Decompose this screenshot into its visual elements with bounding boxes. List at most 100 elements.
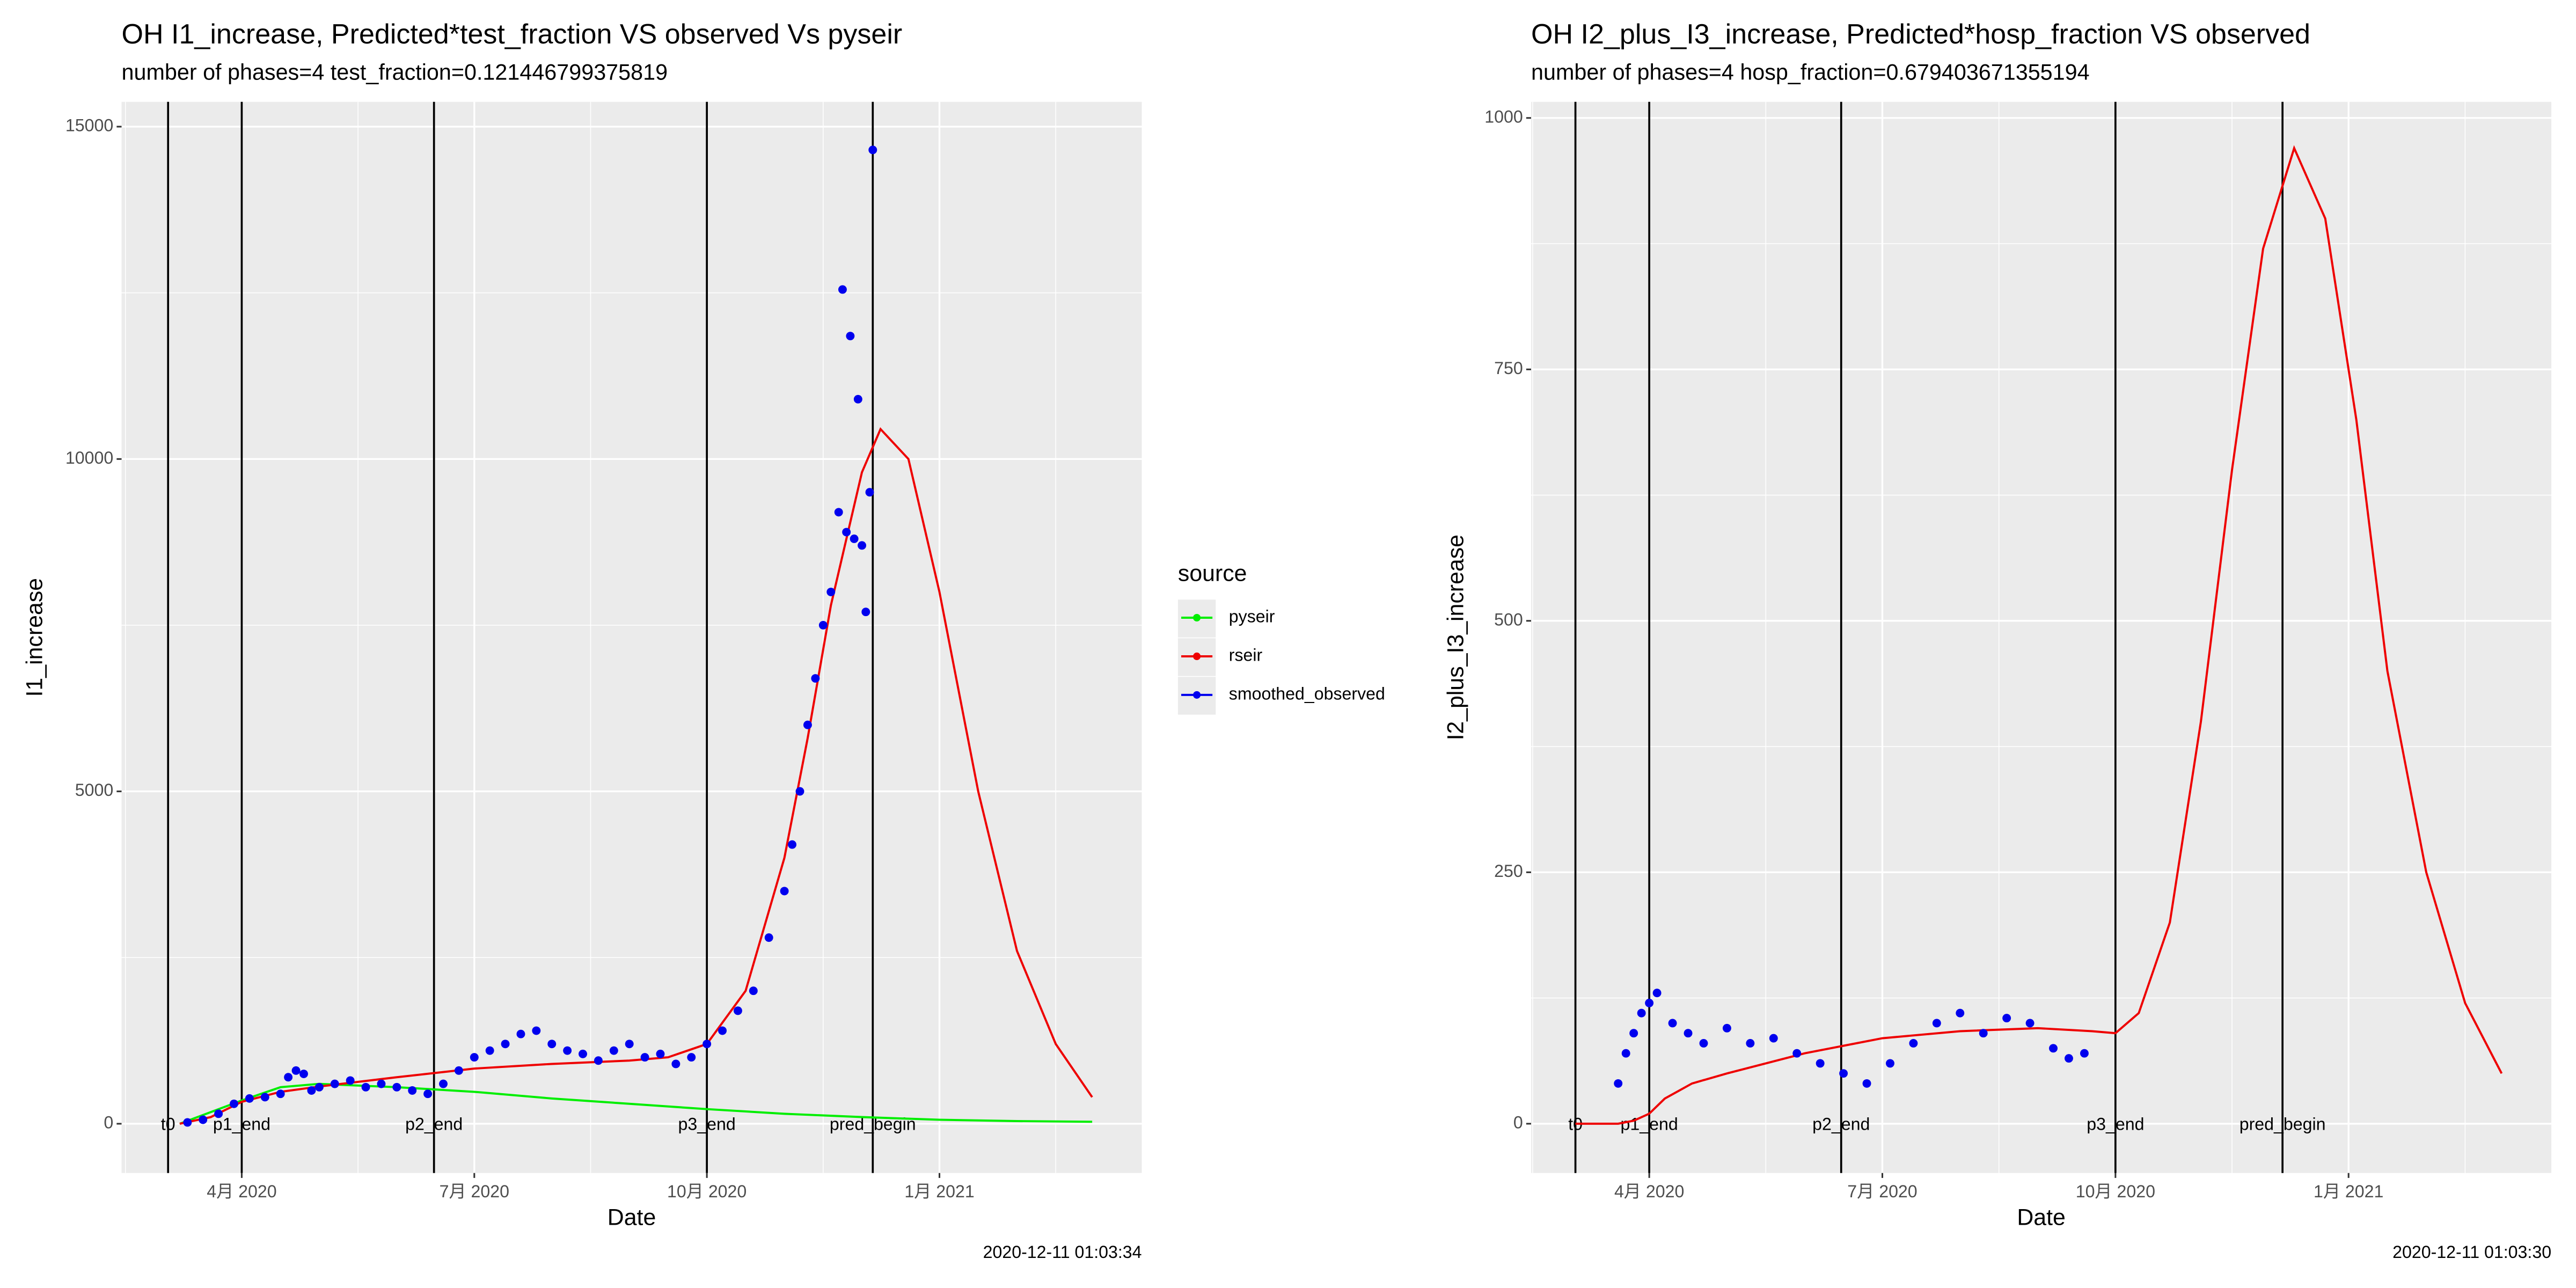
data-point bbox=[276, 1089, 285, 1099]
data-point bbox=[423, 1089, 433, 1099]
data-point bbox=[291, 1066, 301, 1075]
y-tick-label: 0 bbox=[104, 1113, 113, 1132]
data-point bbox=[346, 1076, 355, 1085]
data-point bbox=[183, 1118, 192, 1127]
data-point bbox=[818, 621, 828, 630]
data-point bbox=[795, 787, 804, 796]
data-point bbox=[307, 1086, 316, 1095]
data-point bbox=[1956, 1008, 1965, 1018]
data-point bbox=[702, 1040, 712, 1049]
data-point bbox=[245, 1094, 254, 1103]
data-point bbox=[687, 1053, 696, 1062]
data-point bbox=[865, 488, 874, 497]
data-point bbox=[834, 508, 843, 517]
x-tick-label: 4月 2020 bbox=[207, 1182, 276, 1201]
data-point bbox=[749, 986, 758, 996]
data-point bbox=[1722, 1023, 1731, 1033]
phase-label: t0 bbox=[161, 1114, 175, 1133]
data-point bbox=[2080, 1049, 2089, 1058]
data-point bbox=[671, 1059, 680, 1069]
data-point bbox=[594, 1056, 603, 1065]
chart-subtitle: number of phases=4 test_fraction=0.12144… bbox=[122, 60, 668, 85]
y-tick-label: 500 bbox=[1494, 610, 1523, 629]
data-point bbox=[788, 840, 797, 849]
data-point bbox=[2002, 1014, 2011, 1023]
data-point bbox=[2049, 1044, 2058, 1053]
data-point bbox=[214, 1109, 223, 1118]
x-tick-label: 1月 2021 bbox=[904, 1182, 974, 1201]
data-point bbox=[625, 1040, 634, 1049]
phase-label: p3_end bbox=[2087, 1114, 2144, 1133]
data-point bbox=[230, 1099, 238, 1108]
phase-label: p2_end bbox=[1812, 1114, 1870, 1133]
data-point bbox=[1862, 1079, 1871, 1088]
caption: 2020-12-11 01:03:30 bbox=[2392, 1242, 2551, 1262]
data-point bbox=[1629, 1029, 1638, 1038]
y-tick-label: 0 bbox=[1513, 1113, 1523, 1132]
plot-background bbox=[121, 101, 1142, 1173]
data-point bbox=[733, 1006, 742, 1015]
data-point bbox=[861, 608, 870, 617]
phase-label: pred_begin bbox=[2240, 1114, 2326, 1133]
data-point bbox=[2025, 1019, 2035, 1028]
data-point bbox=[199, 1115, 208, 1124]
data-point bbox=[1839, 1069, 1848, 1078]
chart-subtitle: number of phases=4 hosp_fraction=0.67940… bbox=[1531, 60, 2090, 85]
data-point bbox=[299, 1070, 308, 1078]
chart-title: OH I2_plus_I3_increase, Predicted*hosp_f… bbox=[1531, 19, 2310, 50]
legend-label: pyseir bbox=[1229, 607, 1275, 626]
x-tick-label: 7月 2020 bbox=[1847, 1182, 1917, 1201]
data-point bbox=[853, 394, 862, 404]
data-point bbox=[1979, 1029, 1988, 1038]
x-tick-label: 4月 2020 bbox=[1614, 1182, 1684, 1201]
data-point bbox=[532, 1026, 541, 1035]
y-tick-label: 10000 bbox=[65, 448, 113, 467]
phase-label: p2_end bbox=[405, 1114, 463, 1133]
data-point bbox=[377, 1079, 386, 1088]
y-tick-label: 750 bbox=[1494, 358, 1523, 378]
data-point bbox=[579, 1049, 587, 1058]
data-point bbox=[640, 1053, 649, 1062]
data-point bbox=[470, 1053, 479, 1062]
data-point bbox=[563, 1046, 572, 1055]
data-point bbox=[330, 1079, 339, 1088]
data-point bbox=[803, 720, 812, 729]
series-line bbox=[179, 427, 1093, 1125]
data-point bbox=[718, 1026, 727, 1035]
data-point bbox=[2065, 1054, 2073, 1063]
data-point bbox=[764, 933, 773, 942]
data-point bbox=[1684, 1029, 1693, 1038]
legend-title: source bbox=[1178, 561, 1247, 587]
y-tick-label: 1000 bbox=[1484, 107, 1523, 126]
data-point bbox=[260, 1093, 269, 1102]
legend-swatch bbox=[1193, 691, 1201, 699]
data-point bbox=[842, 528, 851, 537]
data-point bbox=[392, 1082, 401, 1092]
data-point bbox=[858, 541, 867, 550]
y-axis-title: I1_increase bbox=[22, 578, 48, 697]
data-point bbox=[284, 1073, 293, 1082]
y-tick-label: 250 bbox=[1494, 861, 1523, 881]
data-point bbox=[547, 1040, 557, 1049]
data-point bbox=[516, 1029, 525, 1038]
data-point bbox=[868, 145, 877, 155]
data-point bbox=[1769, 1034, 1778, 1043]
data-point bbox=[1668, 1019, 1677, 1028]
data-point bbox=[1645, 999, 1654, 1007]
data-point bbox=[1652, 989, 1662, 998]
data-point bbox=[1816, 1059, 1825, 1068]
caption: 2020-12-11 01:03:34 bbox=[983, 1242, 1142, 1262]
data-point bbox=[811, 674, 820, 683]
series-line bbox=[179, 1082, 1093, 1125]
data-point bbox=[485, 1046, 494, 1055]
data-point bbox=[1746, 1038, 1755, 1048]
x-tick-label: 10月 2020 bbox=[667, 1182, 747, 1201]
data-point bbox=[314, 1082, 324, 1092]
y-tick-label: 15000 bbox=[65, 115, 113, 135]
plot-background bbox=[1531, 101, 2552, 1173]
x-tick-label: 10月 2020 bbox=[2076, 1182, 2155, 1201]
data-point bbox=[846, 332, 855, 341]
legend-swatch bbox=[1193, 613, 1201, 622]
